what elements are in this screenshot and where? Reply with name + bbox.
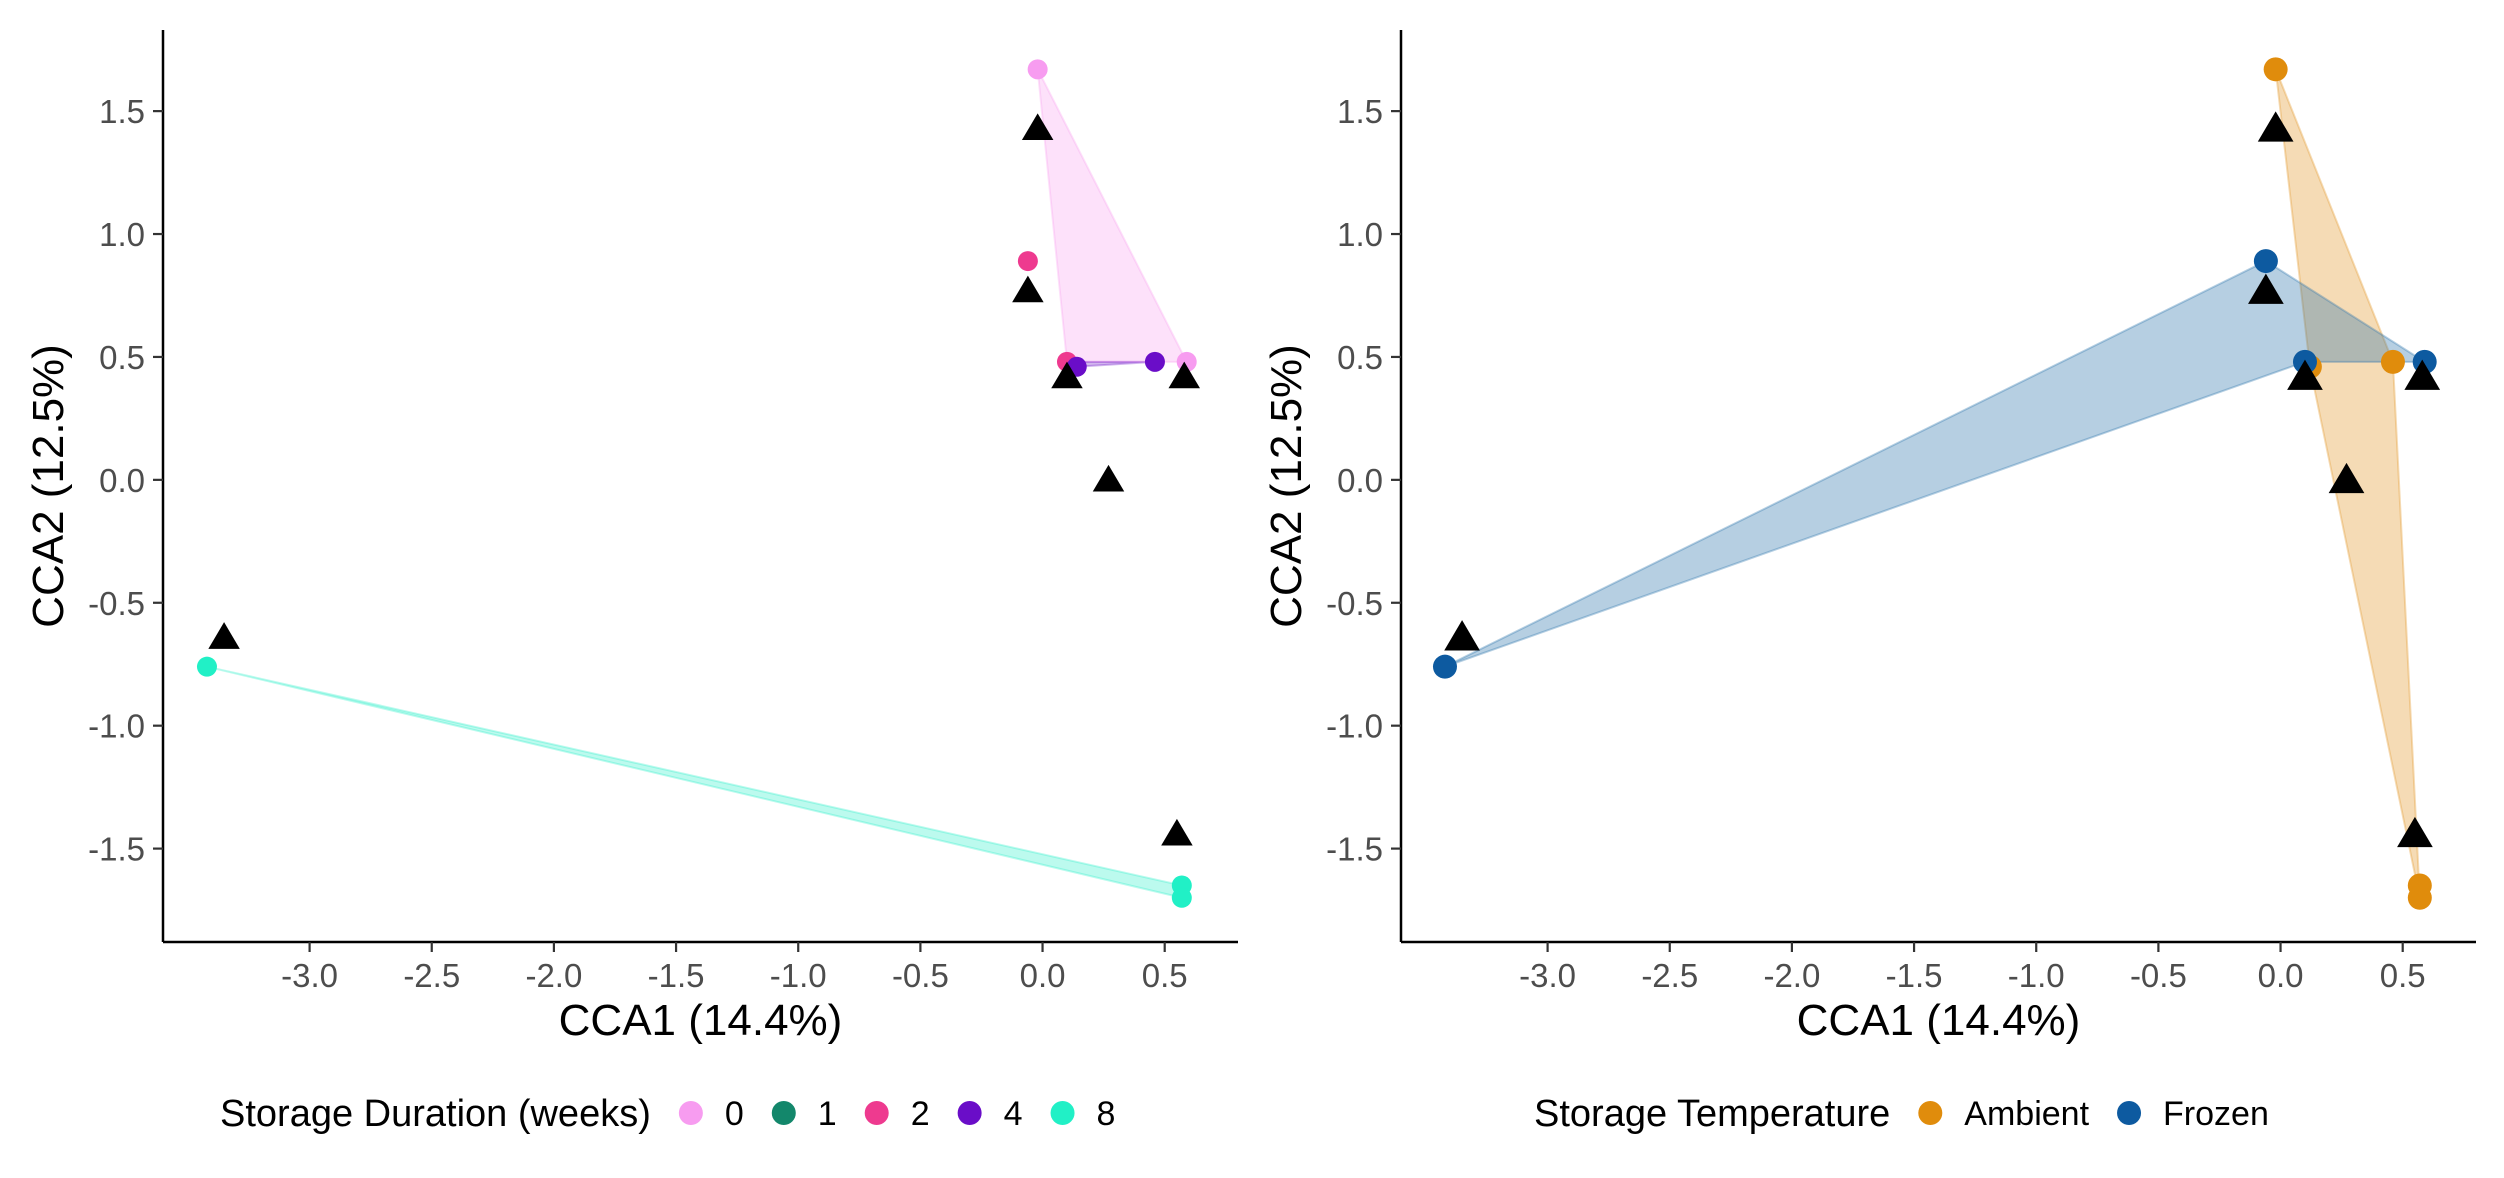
x-tick-label: -3.0 [281, 957, 338, 994]
y-tick-label: -1.5 [88, 831, 145, 868]
y-axis-title: CCA2 (12.5%) [1262, 344, 1311, 628]
point-8 [1171, 887, 1192, 908]
y-tick-label: 1.5 [99, 93, 145, 130]
point-frozen [1432, 654, 1457, 679]
legend-label-frozen: Frozen [2163, 1095, 2269, 1133]
x-tick-label: 0.5 [2380, 957, 2426, 994]
y-tick-label: 1.5 [1337, 93, 1383, 130]
point-4 [1144, 351, 1165, 372]
x-tick-label: -1.5 [648, 957, 705, 994]
x-axis-title: CCA1 (14.4%) [559, 996, 843, 1045]
x-tick-label: -0.5 [2130, 957, 2187, 994]
legend-key-frozen [2117, 1101, 2142, 1125]
triangle-marker [1012, 275, 1044, 303]
point-8 [196, 656, 217, 677]
x-tick-label: -1.0 [770, 957, 827, 994]
panel-storage-temperature: -3.0 -2.5 -2.0 -1.5 -1.0 -0.5 0.0 0.5 1.5 1.0 0.5 0… [1262, 30, 2476, 1135]
triangle-marker [2328, 462, 2365, 494]
point-ambient [2263, 57, 2288, 82]
legend-title: Storage Duration (weeks) [220, 1093, 651, 1135]
y-tick-label: 0.0 [99, 462, 145, 499]
x-axis-title: CCA1 (14.4%) [1797, 996, 2081, 1045]
x-tick-label: -2.0 [525, 957, 582, 994]
x-tick-label: -2.5 [1641, 957, 1698, 994]
point-ambient [2380, 349, 2405, 374]
legend-key-1 [771, 1101, 796, 1125]
triangle-marker [2287, 359, 2323, 390]
legend-key-ambient [1918, 1101, 1943, 1125]
point-frozen [2253, 249, 2278, 274]
x-tick-label: -3.0 [1519, 957, 1576, 994]
legend-title: Storage Temperature [1534, 1093, 1890, 1135]
triangle-marker [208, 622, 240, 649]
legend-label-0: 0 [725, 1095, 744, 1133]
y-tick-label: -1.5 [1326, 831, 1383, 868]
legend-key-8 [1050, 1101, 1075, 1125]
legend-key-4 [957, 1101, 982, 1125]
panel-storage-duration: -3.0 -2.5 -2.0 -1.5 -1.0 -0.5 0.0 0.5 1.5 1.0 0.5 0… [24, 30, 1238, 1135]
legend-key-2 [864, 1101, 889, 1125]
y-tick-label: -1.0 [1326, 708, 1383, 745]
triangle-marker [1168, 361, 1200, 389]
triangle-marker [1051, 361, 1083, 389]
triangle-marker [2257, 111, 2294, 142]
triangle-marker [2248, 273, 2284, 304]
point-2 [1017, 251, 1038, 272]
x-tick-label: 0.0 [1020, 957, 1066, 994]
y-tick-label: 1.0 [1337, 216, 1383, 253]
point-ambient [2407, 885, 2432, 910]
triangle-marker [1161, 818, 1193, 846]
triangle-marker [1021, 113, 1054, 141]
legend-label-2: 2 [911, 1095, 930, 1133]
legend-label-8: 8 [1097, 1095, 1116, 1133]
x-tick-label: 0.5 [1142, 957, 1188, 994]
hull-0 [1036, 68, 1189, 363]
y-axis-title: CCA2 (12.5%) [24, 344, 73, 628]
y-tick-label: 0.5 [1337, 339, 1383, 376]
x-tick-label: -1.5 [1886, 957, 1943, 994]
y-tick-label: 0.5 [99, 339, 145, 376]
triangle-marker [1092, 464, 1125, 492]
triangle-marker [2404, 359, 2441, 390]
x-tick-label: -2.5 [403, 957, 460, 994]
y-tick-label: -0.5 [88, 585, 145, 622]
legend-label-ambient: Ambient [1964, 1095, 2089, 1133]
y-tick-label: 1.0 [99, 216, 145, 253]
x-tick-label: 0.0 [2258, 957, 2304, 994]
x-tick-label: -2.0 [1763, 957, 1820, 994]
x-tick-label: -0.5 [892, 957, 949, 994]
legend-key-0 [678, 1101, 703, 1125]
x-tick-label: -1.0 [2008, 957, 2065, 994]
y-tick-label: 0.0 [1337, 462, 1383, 499]
legend-label-1: 1 [818, 1095, 837, 1133]
point-0 [1027, 59, 1048, 80]
triangle-marker [2397, 816, 2433, 848]
y-tick-label: -0.5 [1326, 585, 1383, 622]
triangle-marker [1444, 620, 1480, 651]
legend-label-4: 4 [1004, 1095, 1023, 1133]
y-tick-label: -1.0 [88, 708, 145, 745]
